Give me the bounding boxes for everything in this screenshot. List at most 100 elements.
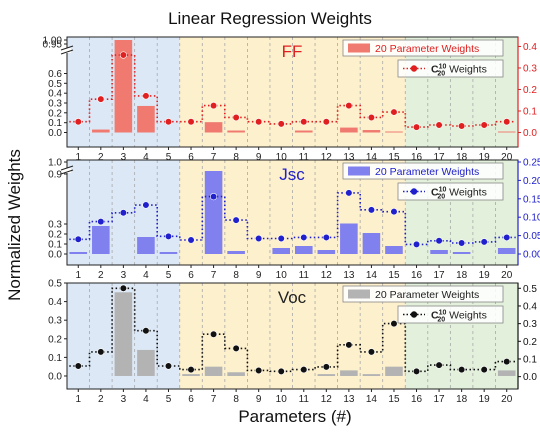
- y2-tick-label: 0.20: [523, 176, 540, 187]
- point-9: [255, 366, 263, 375]
- bar-7: [204, 171, 223, 254]
- bar-14: [362, 233, 381, 254]
- y-tick-label: 0.1: [48, 240, 62, 251]
- legend-bar-swatch: [348, 43, 370, 53]
- point-11: [300, 365, 308, 374]
- y2-tick-label: 0.05: [523, 231, 540, 242]
- x-tick-label: 6: [188, 394, 194, 405]
- point-4: [142, 327, 150, 335]
- x-tick-label: 11: [299, 152, 310, 163]
- bar-7: [204, 366, 223, 376]
- y2-tick-label: 0.1: [523, 106, 537, 117]
- y-tick-label: 0.3: [48, 316, 62, 327]
- point-12: [322, 118, 330, 126]
- point-13: [345, 189, 353, 197]
- point-7: [209, 330, 218, 338]
- x-tick-label: 11: [299, 270, 310, 281]
- x-tick-label: 15: [388, 394, 400, 405]
- point-15: [390, 108, 398, 116]
- legend-line-marker: [410, 65, 418, 72]
- point-6: [187, 236, 195, 244]
- point-2: [97, 95, 105, 103]
- legend-box: [342, 39, 504, 57]
- bar-8: [227, 372, 245, 376]
- x-tick-label: 9: [256, 270, 262, 281]
- point-5: [164, 232, 173, 240]
- x-tick-label: 7: [211, 152, 217, 163]
- x-tick-label: 14: [366, 394, 378, 405]
- point-17: [435, 237, 443, 245]
- x-tick-label: 4: [143, 270, 149, 281]
- point-8: [232, 216, 240, 224]
- point-6: [187, 118, 195, 126]
- bar-18: [452, 252, 471, 254]
- y-tick-label: 0.1: [48, 118, 62, 129]
- y2-tick-label: 0.0: [523, 128, 537, 139]
- x-tick-label: 8: [233, 394, 239, 405]
- bar-5: [159, 252, 178, 254]
- x-tick-label: 17: [434, 394, 446, 405]
- y-tick-label: 0.0: [48, 128, 62, 139]
- x-tick-label: 4: [143, 394, 149, 405]
- point-17: [435, 121, 443, 129]
- y-tick-label: 1.0: [48, 158, 62, 169]
- point-16: [412, 123, 421, 131]
- bar-8: [227, 130, 245, 133]
- x-tick-label: 12: [321, 394, 333, 405]
- point-4: [142, 92, 150, 100]
- bar-2: [92, 226, 110, 254]
- x-tick-label: 6: [188, 270, 194, 281]
- x-tick-label: 5: [166, 270, 172, 281]
- y2-tick-label: 0.25: [523, 158, 540, 169]
- axis-break-gap: [63, 48, 71, 53]
- legend-line-marker: [410, 311, 418, 318]
- y-tick-label: 0.0: [48, 371, 62, 382]
- bar-15: [385, 246, 403, 254]
- x-tick-label: 1: [75, 270, 81, 281]
- x-tick-label: 10: [276, 152, 288, 163]
- x-tick-label: 13: [343, 152, 355, 163]
- x-tick-label: 19: [479, 270, 491, 281]
- legend-line-label: C10 20 Weights: [431, 64, 487, 78]
- y-tick-label: 0.1: [48, 353, 62, 364]
- bar-12: [317, 374, 336, 376]
- point-17: [435, 361, 443, 369]
- point-20: [503, 233, 511, 242]
- bar-20: [497, 370, 516, 376]
- y-tick-label: 0.2: [48, 108, 62, 119]
- legend-line-label: C10 20 Weights: [431, 187, 487, 201]
- bar-15: [385, 131, 403, 133]
- bar-4: [137, 349, 155, 376]
- y-tick-label: 0.5: [48, 279, 62, 290]
- point-16: [412, 367, 421, 375]
- point-14: [367, 113, 376, 122]
- point-1: [74, 362, 82, 370]
- x-tick-label: 8: [233, 152, 239, 163]
- point-6: [187, 365, 195, 374]
- point-5: [164, 362, 173, 370]
- x-tick-label: 20: [501, 394, 513, 405]
- x-tick-label: 20: [501, 152, 513, 163]
- y-tick-label: 0.95: [43, 40, 63, 51]
- y-tick-label: 0.6: [48, 69, 62, 80]
- legend-bar-label: 20 Parameter Weights: [375, 166, 479, 178]
- legend-box: [342, 162, 504, 180]
- point-18: [458, 239, 466, 247]
- x-tick-label: 16: [411, 152, 423, 163]
- y-tick-label: 0.4: [48, 297, 62, 308]
- y-tick-label: 0.5: [48, 79, 62, 90]
- point-3: [119, 209, 127, 217]
- point-13: [345, 102, 353, 110]
- panel-voc: 0.00.10.20.30.40.50.00.10.20.30.40.51 2 3 4…: [48, 279, 537, 406]
- point-19: [480, 365, 488, 374]
- axis-break-gap: [63, 168, 71, 173]
- legend-bar-label: 20 Parameter Weights: [375, 289, 479, 301]
- point-3: [119, 51, 127, 59]
- point-11: [300, 118, 308, 126]
- bar-11: [294, 130, 313, 133]
- y-tick-label: 0.3: [48, 220, 62, 231]
- point-14: [367, 206, 376, 214]
- point-15: [390, 320, 398, 328]
- point-12: [322, 363, 330, 371]
